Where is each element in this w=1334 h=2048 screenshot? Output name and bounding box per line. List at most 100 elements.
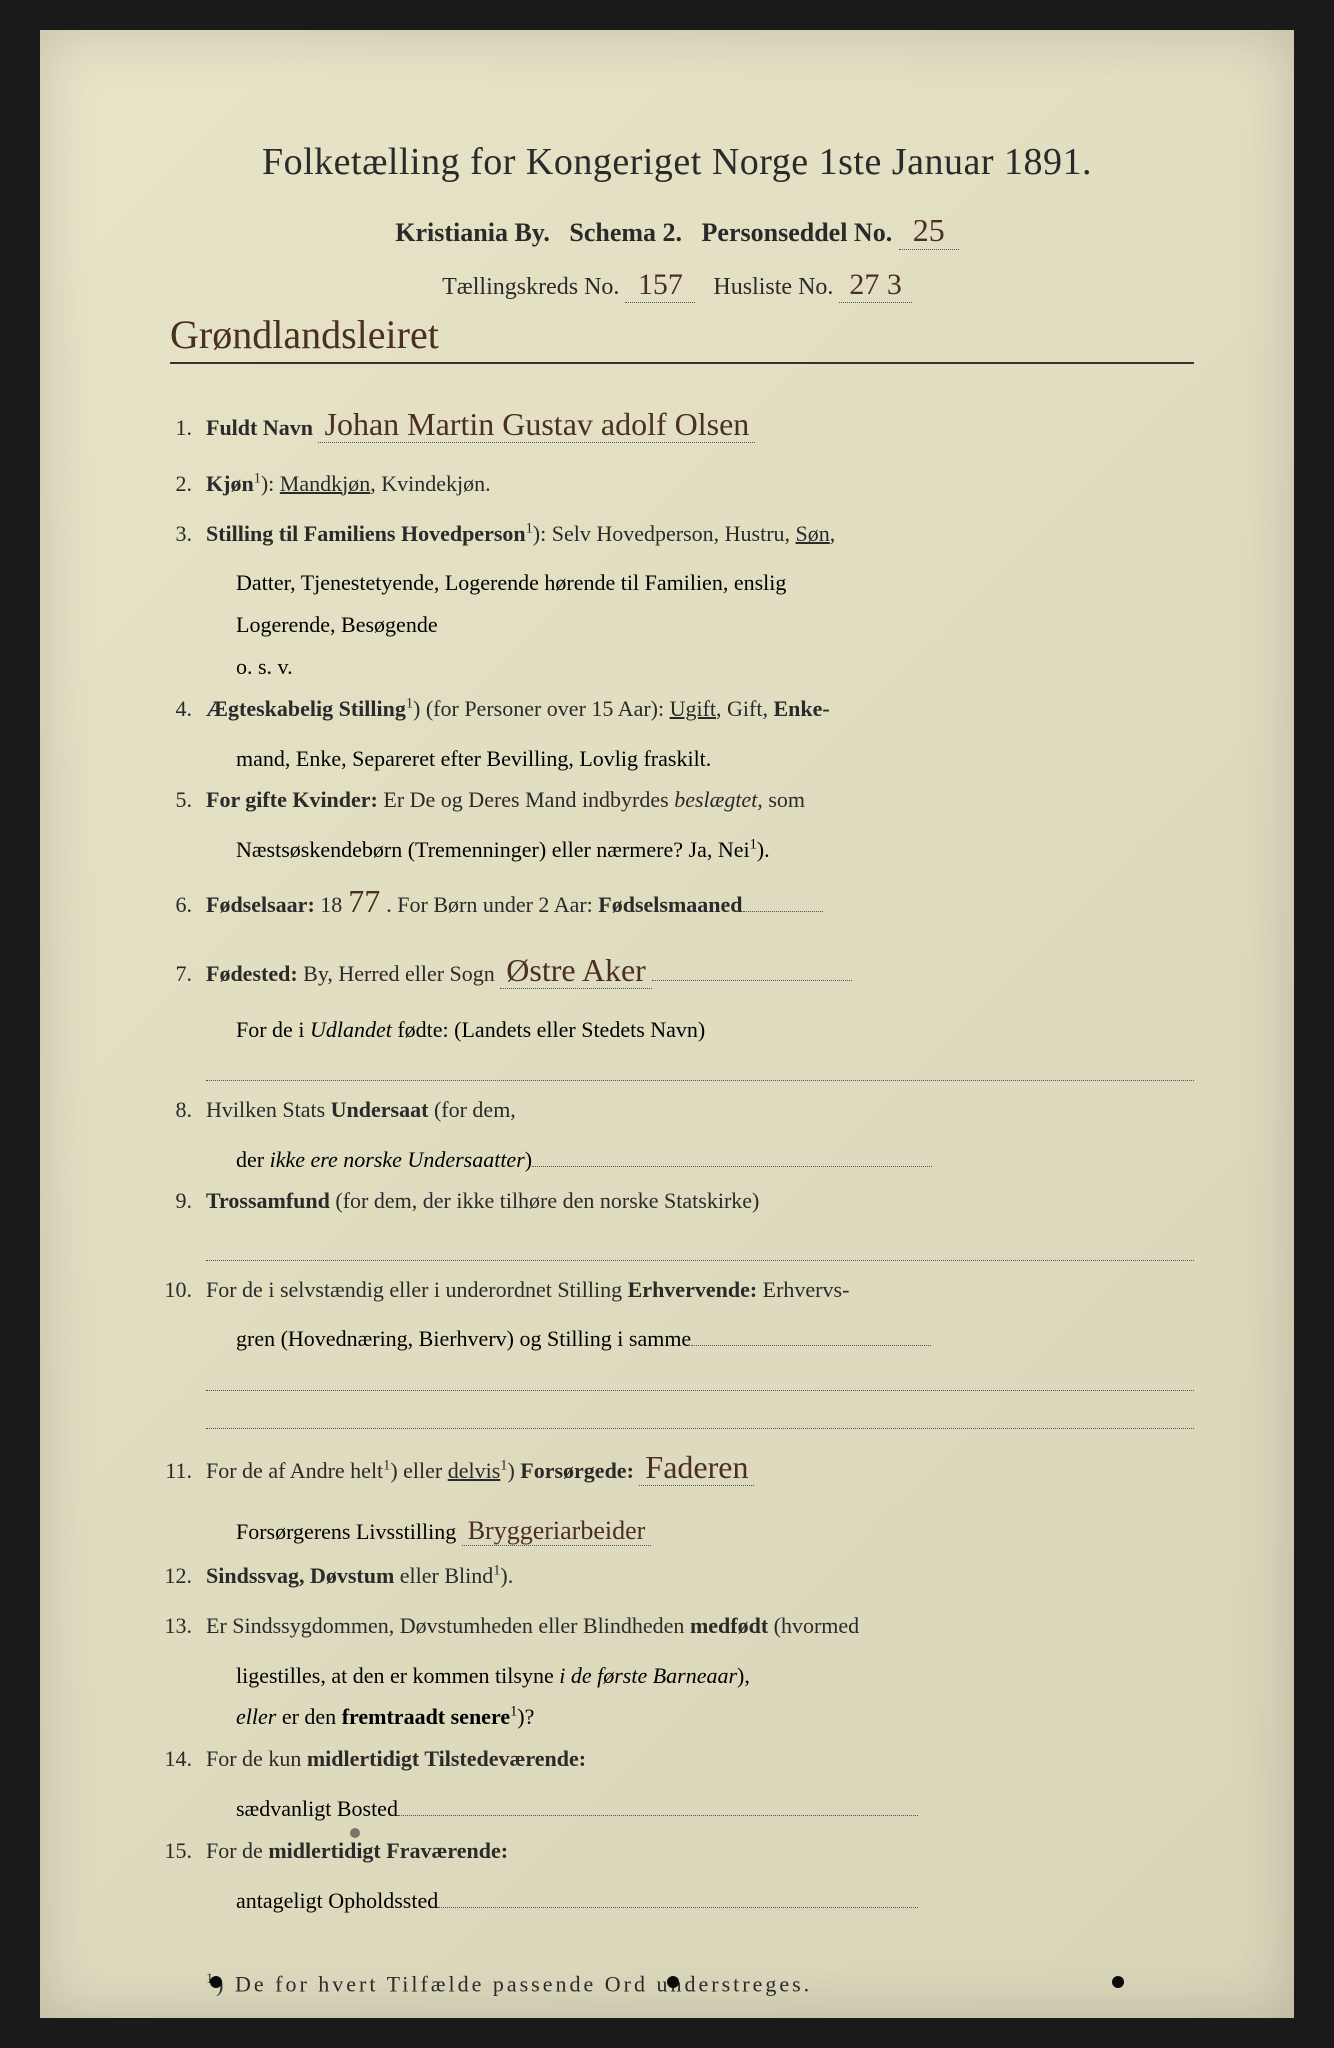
row-13-cont1: ligestilles, at den er kommen tilsyne i …: [206, 1655, 1194, 1697]
row-5-cont1: Næstsøskendebørn (Tremenninger) eller næ…: [206, 829, 1194, 871]
row-13: 13. Er Sindssygdommen, Døvstumheden elle…: [160, 1605, 1194, 1647]
prefix: 18: [315, 892, 343, 917]
row-15: 15. For de midlertidigt Fraværende:: [160, 1830, 1194, 1872]
dotted-line: [206, 1050, 1194, 1080]
row-11: 11. For de af Andre helt1) eller delvis1…: [160, 1437, 1194, 1498]
row-content: Sindssvag, Døvstum eller Blind1).: [206, 1555, 1194, 1597]
row-12: 12. Sindssvag, Døvstum eller Blind1).: [160, 1555, 1194, 1597]
sup: 1: [406, 695, 413, 711]
footnote-text: ) De for hvert Tilfælde passende Ord und…: [216, 1972, 812, 1997]
row-content: For de i selvstændig eller i underordnet…: [206, 1269, 1194, 1311]
cont-italic: ikke ere norske Undersaatter: [270, 1147, 525, 1172]
cont2-b: )?: [517, 1704, 534, 1729]
label: Ægteskabelig Stilling: [206, 696, 406, 721]
cont2-bold: fremtraadt senere: [342, 1704, 510, 1729]
cont-text: gren (Hovednæring, Bierhverv) og Stillin…: [236, 1326, 691, 1351]
bold: Undersaat: [331, 1097, 429, 1122]
row-8: 8. Hvilken Stats Undersaat (for dem,: [160, 1089, 1194, 1131]
bold: midlertidigt Fraværende:: [268, 1838, 508, 1863]
row-content: Stilling til Familiens Hovedperson1): Se…: [206, 513, 1194, 555]
row-content: Ægteskabelig Stilling1) (for Personer ov…: [206, 688, 1194, 730]
cont2-a: er den: [276, 1704, 341, 1729]
binding-hole-icon: [1112, 1976, 1124, 1988]
row-1: 1. Fuldt Navn Johan Martin Gustav adolf …: [160, 394, 1194, 455]
label: Kjøn: [206, 471, 254, 496]
year-hw: 77: [342, 883, 386, 919]
schema-label: Schema 2.: [569, 218, 682, 247]
sup: 1: [526, 520, 533, 536]
label: Trossamfund: [206, 1188, 330, 1213]
name-handwritten: Johan Martin Gustav adolf Olsen: [318, 406, 755, 443]
text2: . For Børn under 2 Aar:: [386, 892, 598, 917]
text-a: For de: [206, 1838, 268, 1863]
row-content: Kjøn1): Mandkjøn, Kvindekjøn.: [206, 463, 1194, 505]
kreds-value: 157: [625, 268, 695, 303]
cont-b: ),: [737, 1663, 750, 1688]
label: Sindssvag, Døvstum: [206, 1563, 394, 1588]
label: For gifte Kvinder:: [206, 787, 378, 812]
text2: ).: [500, 1563, 513, 1588]
text: eller Blind: [394, 1563, 493, 1588]
row-13-cont2: eller er den fremtraadt senere1)?: [206, 1696, 1194, 1738]
row-7-cont1: For de i Udlandet fødte: (Landets eller …: [206, 1009, 1194, 1051]
sup: 1: [750, 837, 757, 853]
census-form-paper: Folketælling for Kongeriget Norge 1ste J…: [40, 30, 1294, 2018]
hw: Faderen: [639, 1449, 754, 1486]
selected-option: Ugift: [670, 696, 716, 721]
personseddel-value: 25: [899, 212, 959, 250]
cont-italic: i de første Barneaar: [559, 1663, 737, 1688]
text-a: For de kun: [206, 1746, 307, 1771]
dotted-line: [206, 1230, 1194, 1260]
row-num: 7.: [160, 953, 206, 995]
dotted: [438, 1881, 918, 1907]
row-num: 10.: [160, 1269, 206, 1311]
bold: Forsørgede:: [520, 1458, 634, 1483]
row-num: 8.: [160, 1089, 206, 1131]
text-a: Er Sindssygdommen, Døvstumheden eller Bl…: [206, 1613, 690, 1638]
row-14-cont1: sædvanligt Bosted: [206, 1788, 1194, 1830]
cont-b: ): [525, 1147, 532, 1172]
row-content: Er Sindssygdommen, Døvstumheden eller Bl…: [206, 1605, 1194, 1647]
cont-b: ).: [757, 837, 770, 862]
row-content: For de af Andre helt1) eller delvis1) Fo…: [206, 1437, 1194, 1498]
row-content: Fuldt Navn Johan Martin Gustav adolf Ols…: [206, 394, 1194, 455]
bold: midlertidigt Tilstedeværende:: [307, 1746, 586, 1771]
row-content: Fødested: By, Herred eller Sogn Østre Ak…: [206, 940, 1194, 1001]
text2: som: [763, 787, 805, 812]
sup1: 1: [383, 1458, 390, 1474]
bold: medfødt: [690, 1613, 768, 1638]
text: (for dem, der ikke tilhøre den norske St…: [330, 1188, 759, 1213]
row-num: 6.: [160, 884, 206, 926]
row-7: 7. Fødested: By, Herred eller Sogn Østre…: [160, 940, 1194, 1001]
row-num: 5.: [160, 779, 206, 821]
dotted: [743, 886, 823, 912]
kreds-row: Tællingskreds No. 157 Husliste No. 27 3: [160, 268, 1194, 303]
text-c: ): [507, 1458, 520, 1483]
row-content: For de kun midlertidigt Tilstedeværende:: [206, 1738, 1194, 1780]
selected-option: Mandkjøn: [280, 471, 370, 496]
place-hw: Østre Aker: [500, 952, 652, 989]
row-8-cont1: der ikke ere norske Undersaatter): [206, 1139, 1194, 1181]
row-num: 14.: [160, 1738, 206, 1780]
row-9: 9. Trossamfund (for dem, der ikke tilhør…: [160, 1180, 1194, 1222]
binding-hole-icon: [667, 1976, 679, 1988]
row-3-cont1: Datter, Tjenestetyende, Logerende hørend…: [206, 562, 1194, 604]
main-title: Folketælling for Kongeriget Norge 1ste J…: [160, 140, 1194, 184]
cont-italic: Udlandet: [310, 1017, 392, 1042]
dotted: [652, 954, 852, 980]
cont-hw: Bryggeriarbeider: [462, 1516, 652, 1546]
italic: beslægtet,: [674, 787, 763, 812]
binding-hole-icon: [210, 1976, 222, 1988]
dotted: [532, 1140, 932, 1166]
label: Fødselsaar:: [206, 892, 315, 917]
text-b: (hvormed: [768, 1613, 859, 1638]
label: Fuldt Navn: [206, 415, 313, 440]
subtitle-row: Kristiania By. Schema 2. Personseddel No…: [160, 212, 1194, 250]
row-6: 6. Fødselsaar: 1877. For Børn under 2 Aa…: [160, 871, 1194, 932]
row-4: 4. Ægteskabelig Stilling1) (for Personer…: [160, 688, 1194, 730]
husliste-label: Husliste No.: [713, 274, 833, 300]
row-5: 5. For gifte Kvinder: Er De og Deres Man…: [160, 779, 1194, 821]
row-num: 9.: [160, 1180, 206, 1222]
label: Fødested:: [206, 961, 298, 986]
dotted-line: [206, 1360, 1194, 1390]
